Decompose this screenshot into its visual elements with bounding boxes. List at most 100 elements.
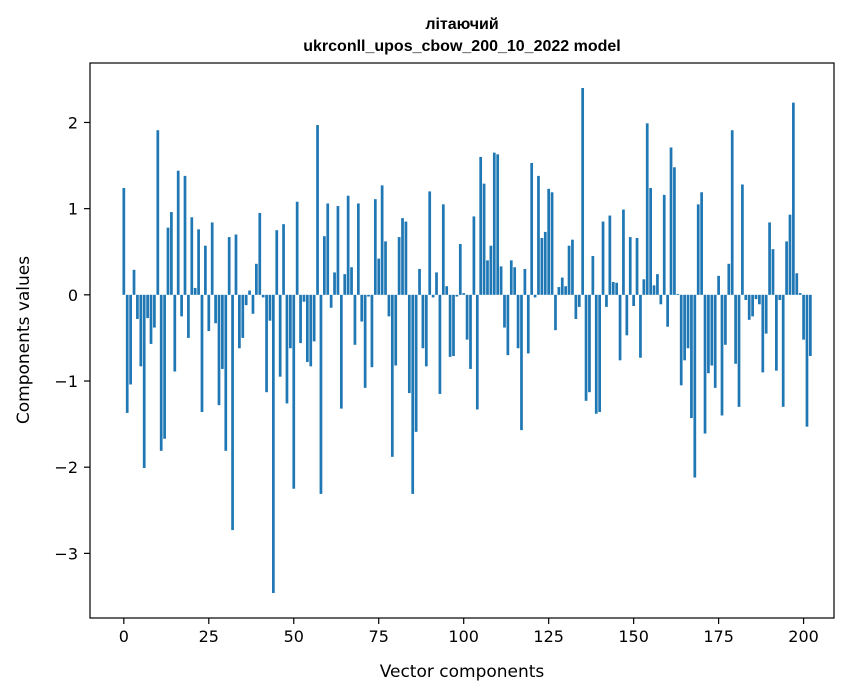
bar	[642, 279, 646, 295]
y-tick-label: 0	[68, 286, 78, 305]
bar	[380, 185, 384, 295]
bar	[272, 294, 275, 593]
bar	[367, 294, 370, 297]
y-tick-label: 2	[68, 113, 78, 132]
bar	[200, 294, 204, 413]
bar	[737, 294, 741, 407]
bar	[255, 263, 258, 295]
bar	[346, 195, 350, 295]
bar	[713, 294, 717, 388]
bar	[204, 245, 207, 295]
bar	[377, 258, 381, 295]
bar	[679, 294, 683, 386]
bar	[149, 294, 153, 344]
bar	[339, 294, 343, 409]
bar	[394, 294, 398, 366]
bar	[333, 272, 336, 295]
bar	[707, 294, 710, 374]
bar	[717, 275, 720, 295]
bar	[418, 268, 421, 295]
bar	[132, 269, 136, 295]
bar	[673, 167, 676, 295]
bar	[768, 222, 771, 295]
bar	[775, 294, 778, 371]
bar	[628, 237, 632, 295]
bar	[788, 214, 792, 295]
bar	[506, 294, 510, 356]
bar	[234, 234, 238, 295]
bar	[458, 243, 462, 295]
bar	[700, 192, 703, 295]
bar	[615, 282, 619, 295]
bar	[550, 192, 554, 295]
bar	[666, 294, 669, 327]
bar	[785, 241, 788, 295]
bar	[625, 294, 629, 336]
bar	[489, 245, 493, 295]
bar	[526, 294, 530, 354]
bar	[696, 204, 700, 295]
x-axis-label: Vector components	[380, 662, 545, 682]
bar	[261, 294, 265, 298]
bar	[781, 294, 785, 407]
bar	[747, 294, 751, 320]
bar	[778, 294, 782, 300]
bar	[618, 294, 622, 361]
bar	[268, 294, 272, 321]
x-tick-label: 0	[119, 627, 129, 646]
bar	[170, 212, 173, 295]
bar	[703, 294, 707, 434]
bar	[282, 224, 285, 295]
bar	[166, 227, 170, 295]
bar	[659, 294, 663, 305]
bar	[241, 294, 245, 338]
bar	[312, 294, 316, 342]
bar	[227, 237, 231, 295]
plot-frame	[89, 62, 835, 619]
bar	[452, 294, 455, 357]
bar	[122, 187, 126, 295]
bar	[632, 294, 635, 307]
bar	[764, 294, 768, 334]
bar	[292, 294, 296, 489]
bar	[758, 294, 761, 305]
bar	[598, 294, 602, 413]
bar	[523, 268, 527, 295]
bar	[163, 294, 166, 439]
x-tick-label: 100	[448, 627, 479, 646]
bar	[567, 245, 571, 295]
bar	[217, 294, 221, 406]
bar	[316, 125, 319, 295]
x-tick-label: 75	[369, 627, 389, 646]
bar	[153, 294, 156, 328]
bar	[486, 260, 489, 295]
bar	[411, 294, 415, 494]
bar	[492, 152, 496, 295]
bar	[302, 294, 306, 302]
bar	[635, 237, 639, 295]
bar	[662, 194, 666, 295]
bar	[421, 294, 425, 349]
bar	[683, 294, 686, 361]
bar	[622, 209, 625, 295]
bar	[289, 294, 292, 349]
bar	[187, 294, 190, 338]
bar	[503, 294, 506, 328]
bar	[792, 102, 795, 295]
y-tick-label: −2	[54, 458, 78, 477]
bar	[299, 294, 302, 344]
bar	[445, 286, 449, 295]
bar	[265, 294, 268, 393]
bar	[530, 162, 534, 295]
bar	[180, 294, 183, 317]
bar	[594, 294, 598, 414]
y-tick-label: −3	[54, 544, 78, 563]
bar	[173, 294, 177, 372]
y-axis: −3 −2 −1 0 1 2	[54, 113, 90, 563]
y-tick-label: 1	[68, 200, 78, 219]
bar	[605, 294, 608, 307]
bar	[652, 285, 656, 295]
bar	[221, 294, 224, 369]
bar	[322, 236, 326, 295]
